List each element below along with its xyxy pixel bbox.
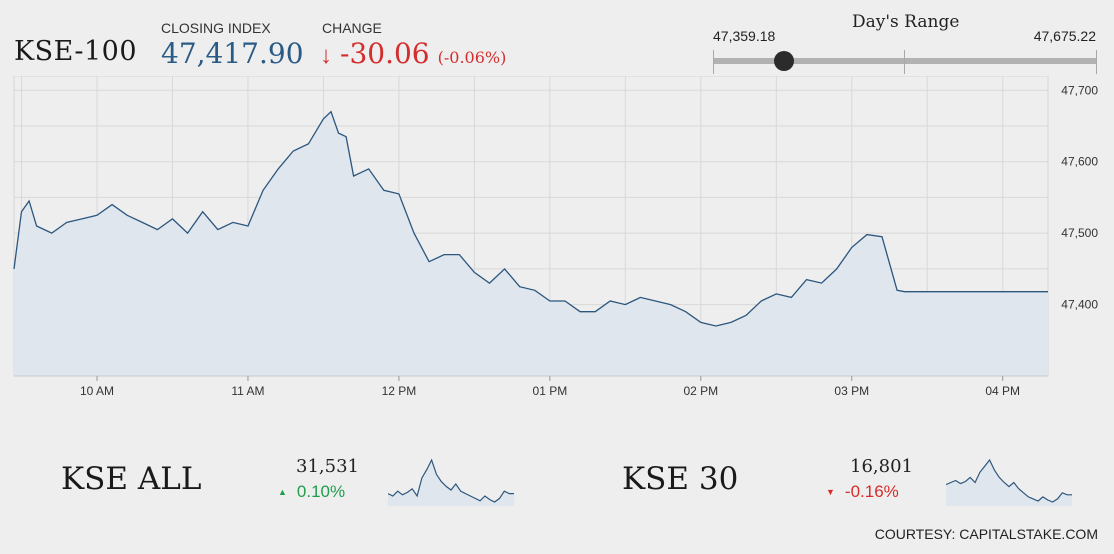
kse30-value: 16,801 [850,456,913,477]
day-range-tick-mid [904,50,905,74]
kse30-change-value: -0.16% [844,482,899,501]
sparkline-line [388,458,514,503]
kse-all-name: KSE ALL [61,461,202,497]
x-tick-label: 12 PM [382,384,417,398]
sparkline-area [946,460,1072,506]
kse30-change: ▼ -0.16% [826,482,899,502]
kse100-intraday-chart: 10 AM 11 AM 12 PM 01 PM 02 PM 03 PM 04 PM 47,40… [13,76,1098,398]
x-tick-label: 02 PM [683,384,718,398]
closing-index-label: CLOSING INDEX [161,20,271,36]
day-range-title: Day's Range [852,12,960,32]
x-tick-label: 01 PM [533,384,568,398]
kse-all-change: ▲ 0.10% [278,482,345,502]
change-label: CHANGE [322,20,382,36]
day-range-low: 47,359.18 [713,28,776,44]
y-tick-label: 47,400 [1061,298,1098,312]
closing-index-value: 47,417.90 [161,37,304,70]
y-tick-label: 47,600 [1061,155,1098,169]
courtesy-text: COURTESY: CAPITALSTAKE.COM [874,526,1098,542]
y-tick-label: 47,700 [1061,83,1098,97]
chart-axes: 10 AM 11 AM 12 PM 01 PM 02 PM 03 PM 04 PM 47,40… [14,83,1098,398]
day-range-high: 47,675.22 [1033,28,1096,44]
index-name: KSE-100 [14,36,138,67]
day-range-tick-left [713,50,714,74]
change-readout: ↓ -30.06 (-0.06%) [320,37,506,70]
change-value: -30.06 [340,37,430,70]
x-tick-label: 10 AM [80,384,114,398]
sparkline-area [388,460,514,506]
kse-all-change-value: 0.10% [296,482,346,501]
day-range-marker [774,51,795,71]
sparkline-line [946,458,1072,503]
kse-all-value: 31,531 [296,456,359,477]
down-triangle-icon: ▼ [826,487,835,497]
y-tick-label: 47,500 [1061,226,1098,240]
chart-area-fill [14,111,1048,376]
x-tick-label: 04 PM [985,384,1020,398]
chart-line-series [13,110,1048,327]
x-tick-label: 03 PM [834,384,869,398]
up-triangle-icon: ▲ [278,487,287,497]
kse30-sparkline [946,458,1072,506]
x-tick-label: 11 AM [231,384,264,398]
change-percent: (-0.06%) [437,48,507,67]
kse-all-sparkline [388,458,514,506]
down-arrow-icon: ↓ [320,42,332,69]
day-range-tick-right [1096,50,1097,74]
kse30-name: KSE 30 [622,461,739,497]
